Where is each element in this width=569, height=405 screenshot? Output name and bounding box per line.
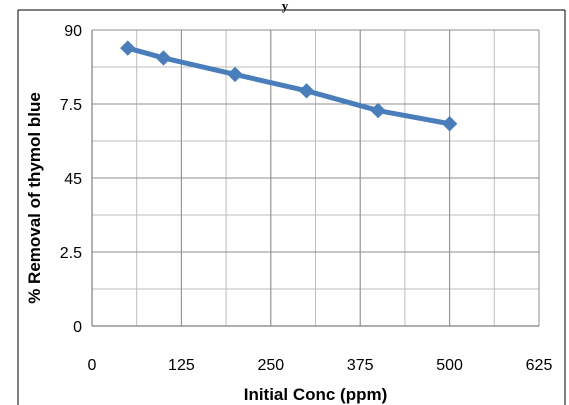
cropped-top-text: y [282, 0, 289, 13]
x-tick-label: 250 [257, 357, 284, 374]
data-point-marker [298, 83, 315, 99]
y-axis-title: % Removal of thymol blue [25, 92, 44, 304]
x-tick-label: 125 [168, 357, 195, 374]
y-tick-label: 45 [64, 171, 82, 188]
y-tick-label: 0 [73, 319, 82, 336]
x-axis-title: Initial Conc (ppm) [244, 385, 388, 404]
tick-labels: 0 125 250 375 500 625 0 2.5 45 7.5 90 [60, 23, 553, 374]
data-point-marker [370, 102, 386, 119]
x-tick-label: 500 [436, 357, 463, 374]
data-point-marker [227, 66, 243, 83]
x-tick-label: 375 [347, 357, 374, 374]
series-layer [120, 40, 458, 132]
y-tick-label: 2.5 [60, 245, 82, 262]
data-point-marker [441, 116, 458, 132]
x-tick-label: 0 [88, 357, 97, 374]
y-tick-label: 90 [64, 23, 82, 40]
y-tick-label: 7.5 [60, 97, 82, 114]
grid [91, 29, 540, 327]
data-point-marker [155, 50, 172, 66]
x-tick-label: 625 [526, 357, 553, 374]
data-point-marker [120, 40, 136, 56]
